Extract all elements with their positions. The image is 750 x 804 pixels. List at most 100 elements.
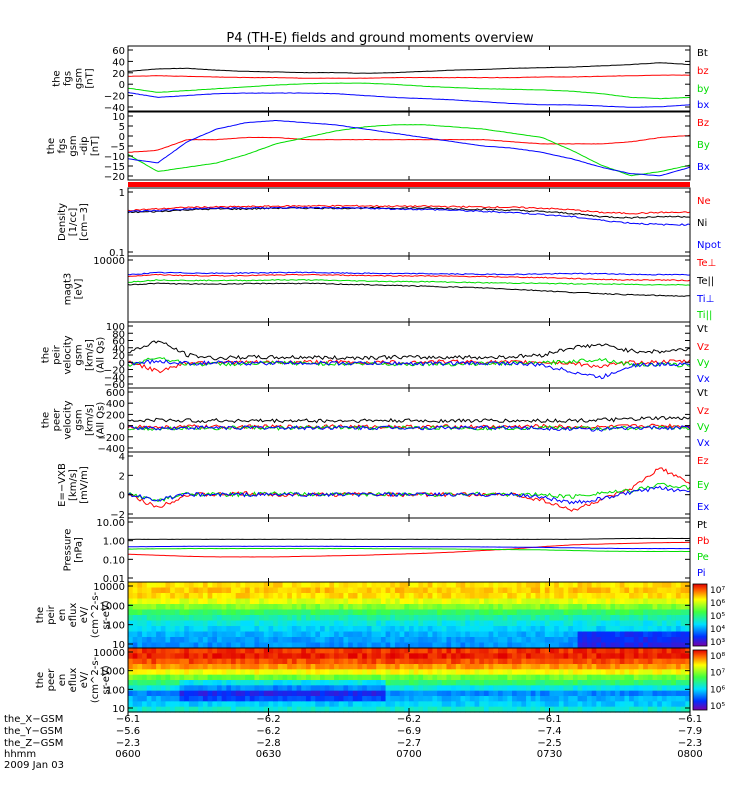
spectrogram-cell [666,701,672,708]
spectrogram-cell [446,696,452,702]
spectrogram-cell [226,587,232,594]
spectrogram-cell [577,674,583,681]
spectrogram-cell [287,653,293,660]
spectrogram-cell [512,680,518,686]
ytick-label: 20 [112,351,125,362]
spectrogram-cell [502,648,508,654]
spectrogram-cell [315,680,321,686]
spectrogram-cell [277,674,284,681]
spectrogram-cell [474,680,480,686]
legend-label: Vz [697,406,709,417]
spectrogram-cell [277,658,284,665]
spectrogram-cell [610,674,616,681]
spectrogram-cell [572,680,579,686]
spectrogram-cell [432,680,438,686]
spectrogram-cell [512,664,518,670]
xaxis-x-value: −6.1 [537,714,561,725]
spectrogram-cell [142,706,148,713]
spectrogram-cell [455,587,462,594]
spectrogram-cell [540,631,546,638]
spectrogram-cell [671,664,677,670]
spectrogram-cell [348,680,354,686]
xaxis-y-value: −6.2 [256,726,280,737]
spectrogram-cell [188,658,195,665]
spectrogram-cell [521,598,527,605]
spectrogram-cell [170,604,176,611]
spectrogram-cell [441,637,448,644]
spectrogram-cell [605,626,611,633]
spectrogram-cell [137,690,143,697]
spectrogram-cell [493,637,499,644]
spectrogram-cell [558,609,565,616]
spectrogram-cell [610,658,616,665]
series-line-5-4 [128,358,691,380]
spectrogram-cell [423,582,429,589]
spectrogram-cell [305,674,312,681]
spectrogram-cell [465,609,471,616]
spectrogram-cell [254,690,260,697]
spectrogram-cell [165,648,171,654]
spectrogram-cell [366,642,373,649]
spectrogram-cell [596,604,602,611]
spectrogram-cell [615,706,621,713]
spectrogram-cell [643,593,649,600]
spectrogram-cell [591,615,597,622]
spectrogram-cell [591,642,597,649]
spectrogram-cell [329,626,335,633]
spectrogram-cell [413,658,419,665]
spectrogram-cell [535,706,541,713]
spectrogram-cell [385,690,391,697]
spectrogram-cell [418,664,424,670]
spectrogram-cell [245,587,251,594]
spectrogram-cell [643,706,649,713]
ylabel-line: [km/s] [68,469,79,501]
spectrogram-cell [497,696,504,702]
spectrogram-cell [643,701,649,708]
spectrogram-cell [549,620,555,627]
spectrogram-cell [394,637,401,644]
spectrogram-cell [619,701,626,708]
spectrogram-cell [338,604,345,611]
spectrogram-cell [193,664,199,670]
spectrogram-cell [394,626,401,633]
spectrogram-cell [418,669,424,676]
spectrogram-cell [380,674,387,681]
spectrogram-cell [455,653,462,660]
spectrogram-cell [563,669,569,676]
spectrogram-cell [544,669,551,676]
ylabel-line: the [35,607,46,623]
spectrogram-cell [671,626,677,633]
figure-title: P4 (TH-E) fields and ground moments over… [226,31,534,46]
spectrogram-cell [207,587,213,594]
spectrogram-cell [512,658,518,665]
spectrogram-cell [441,648,448,654]
spectrogram-cell [521,587,527,594]
spectrogram-cell [216,582,223,589]
spectrogram-cell [610,598,616,605]
spectrogram-cell [451,685,457,692]
spectrogram-cell [137,626,143,633]
spectrogram-cell [245,620,251,627]
ylabel-line: [cm−3] [79,203,90,241]
spectrogram-cell [675,658,682,665]
spectrogram-cell [301,587,307,594]
spectrogram-cell [661,658,668,665]
spectrogram-cell [277,620,284,627]
spectrogram-cell [497,626,504,633]
spectrogram-cell [399,598,405,605]
panel-2-ylabel: the fgs gsm -dip [nT] [46,135,101,156]
spectrogram-cell [526,664,532,670]
spectrogram-cell [619,587,626,594]
ylabel-line: Pressure [63,529,74,572]
spectrogram-cell [661,696,668,702]
spectrogram-cell [516,674,522,681]
spectrogram-cell [502,626,508,633]
spectrogram-cell [287,685,293,692]
spectrogram-cell [530,701,537,708]
spectrogram-cell [132,669,138,676]
spectrogram-cell [451,696,457,702]
spectrogram-cell [315,674,321,681]
spectrogram-cell [301,604,307,611]
spectrogram-cell [530,648,537,654]
